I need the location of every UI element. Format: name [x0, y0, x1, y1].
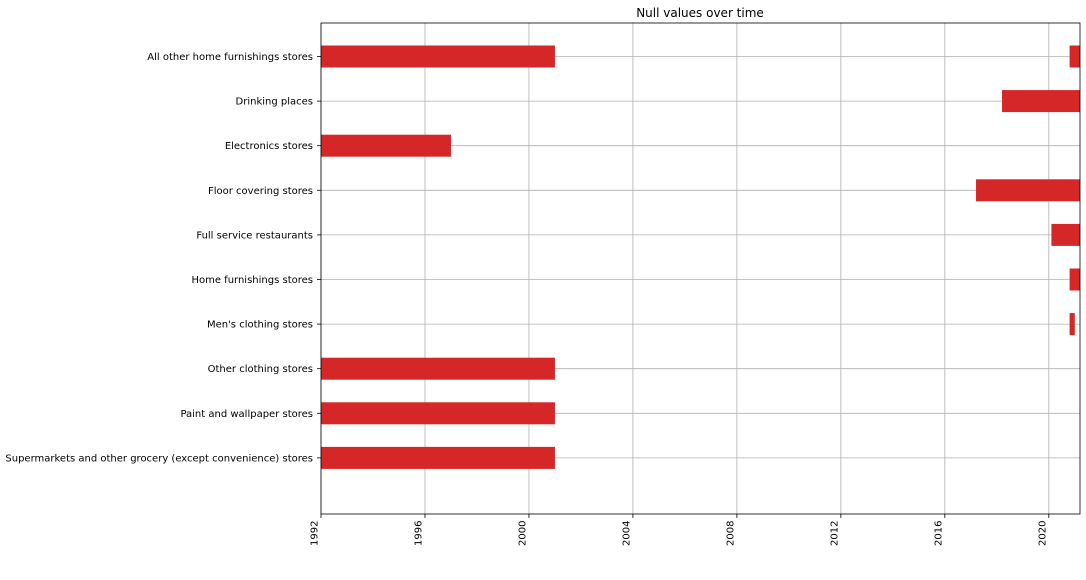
y-tick-labels: All other home furnishings stores Drinkin…: [5, 52, 321, 464]
y-tick-label: Home furnishings stores: [191, 275, 313, 286]
x-tick-label: 1992: [310, 521, 321, 546]
bar-series: [321, 45, 1080, 469]
y-tick-label: Paint and wallpaper stores: [180, 409, 313, 420]
null-range-bar: [321, 134, 451, 157]
y-tick-label: Floor covering stores: [208, 186, 313, 197]
null-range-bar: [321, 402, 555, 425]
null-range-bar: [1002, 90, 1080, 113]
x-tick-label: 1996: [413, 521, 424, 546]
null-range-bar: [1069, 313, 1075, 336]
x-tick-label: 2016: [933, 521, 944, 546]
x-tick-label: 2000: [517, 521, 528, 546]
x-tick-label: 2020: [1037, 521, 1048, 546]
null-range-bar: [1051, 223, 1080, 246]
x-tick-labels: 1992 1996 2000 2004 2008 2012 2016 2020: [310, 514, 1050, 546]
chart-title: Null values over time: [636, 6, 764, 20]
null-range-bar: [1069, 268, 1080, 291]
y-tick-label: Other clothing stores: [208, 364, 313, 375]
y-tick-label: Drinking places: [236, 97, 313, 108]
grid-lines: [320, 23, 1080, 514]
y-tick-label: Electronics stores: [225, 141, 313, 152]
y-tick-label: All other home furnishings stores: [147, 52, 313, 63]
null-range-bar: [321, 357, 555, 380]
y-tick-label: Supermarkets and other grocery (except c…: [5, 453, 313, 464]
y-tick-label: Men's clothing stores: [207, 320, 313, 331]
x-tick-label: 2004: [621, 521, 632, 546]
plot-frame: [320, 22, 1081, 515]
null-range-bar: [321, 446, 555, 469]
x-tick-label: 2012: [829, 521, 840, 546]
y-tick-label: Full service restaurants: [196, 230, 313, 241]
null-range-bar: [1069, 45, 1080, 68]
x-tick-label: 2008: [725, 521, 736, 546]
null-range-bar: [321, 45, 555, 68]
null-range-bar: [976, 179, 1080, 202]
